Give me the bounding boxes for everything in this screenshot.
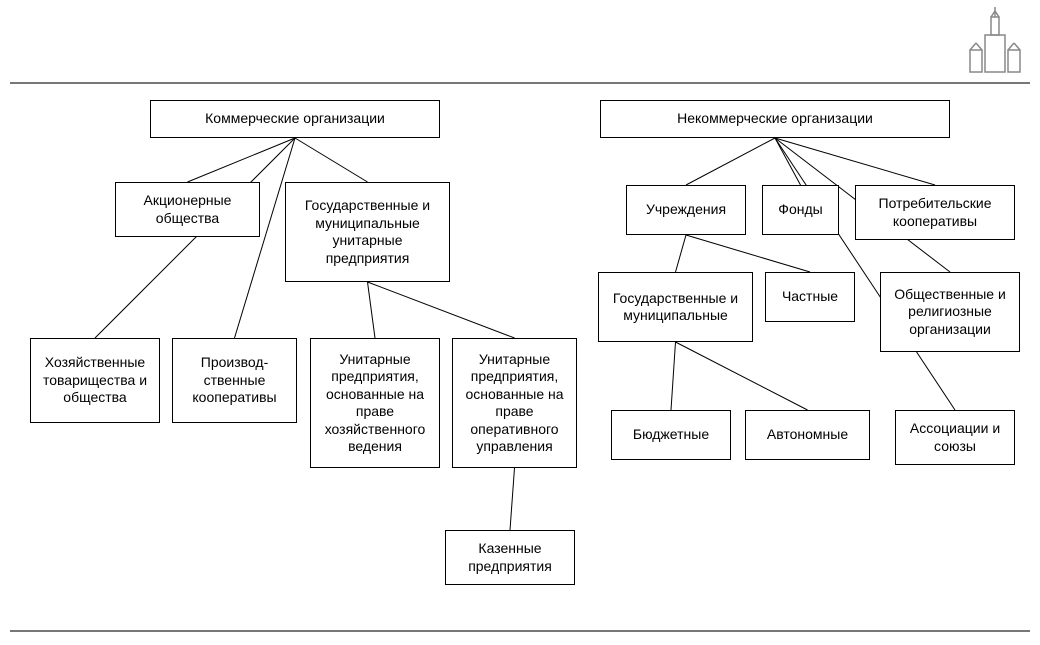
node-budg: Бюджетные [611,410,731,460]
node-ht: Хозяйственные товарищества и общества [30,338,160,423]
node-ao: Акционерные общества [115,182,260,237]
node-coop: Потребительские кооперативы [855,185,1015,240]
node-uphv: Унитарные предприятия, основанные на пра… [310,338,440,468]
building-icon [965,5,1025,75]
node-gmun: Государственные и муниципальные [598,272,753,342]
node-gup: Государственные и муниципальные унитарны… [285,182,450,282]
node-inst: Учреждения [626,185,746,235]
node-funds: Фонды [762,185,839,235]
node-auton: Автономные [745,410,870,460]
bottom-rule [10,630,1030,632]
node-comm: Коммерческие организации [150,100,440,138]
node-noncomm: Некоммерческие организации [600,100,950,138]
node-upou: Унитарные предприятия, основанные на пра… [452,338,577,468]
node-assoc: Ассоциации и союзы [895,410,1015,465]
node-relig: Общественные и религиозные организации [880,272,1020,352]
node-priv: Частные [765,272,855,322]
node-pk: Производ­ственные кооперативы [172,338,297,423]
top-rule [10,82,1030,84]
node-kaz: Казенные предприятия [445,530,575,585]
